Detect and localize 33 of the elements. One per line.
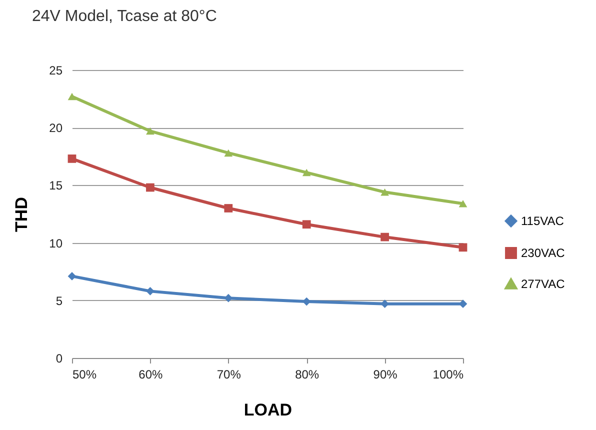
point [146, 127, 154, 135]
point [458, 200, 468, 208]
x-tick-label: 80% [295, 368, 320, 382]
x-tick-label: 70% [216, 368, 242, 382]
y-tick-label: 0 [56, 352, 63, 366]
point [458, 243, 468, 252]
x-tick-label: 60% [138, 368, 164, 382]
point [146, 183, 154, 192]
x-axis-title: LOAD [244, 400, 292, 420]
point [380, 232, 389, 242]
x-tick-label: 50% [72, 368, 97, 382]
y-tick-label: 25 [49, 64, 63, 78]
legend-label: 115VAC [521, 214, 564, 228]
point [68, 272, 76, 280]
y-tick-label: 10 [49, 236, 63, 250]
point [68, 92, 76, 100]
y-axis-title: THD [12, 197, 32, 232]
point [224, 149, 233, 157]
x-tick-label: 90% [373, 368, 398, 382]
legend-label: 277VAC [521, 277, 566, 291]
point [380, 300, 389, 308]
x-tick-label: 100% [432, 368, 464, 382]
y-tick-label: 15 [49, 178, 63, 193]
y-tick-label: 20 [49, 121, 63, 136]
point [302, 220, 311, 229]
point [380, 188, 389, 196]
point [302, 168, 311, 176]
point [146, 287, 154, 296]
chart-title: 24V Model, Tcase at 80°C [32, 8, 217, 25]
point [224, 204, 233, 212]
point [68, 154, 76, 163]
legend-label: 230VAC [521, 246, 566, 260]
y-tick-label: 5 [56, 294, 63, 308]
